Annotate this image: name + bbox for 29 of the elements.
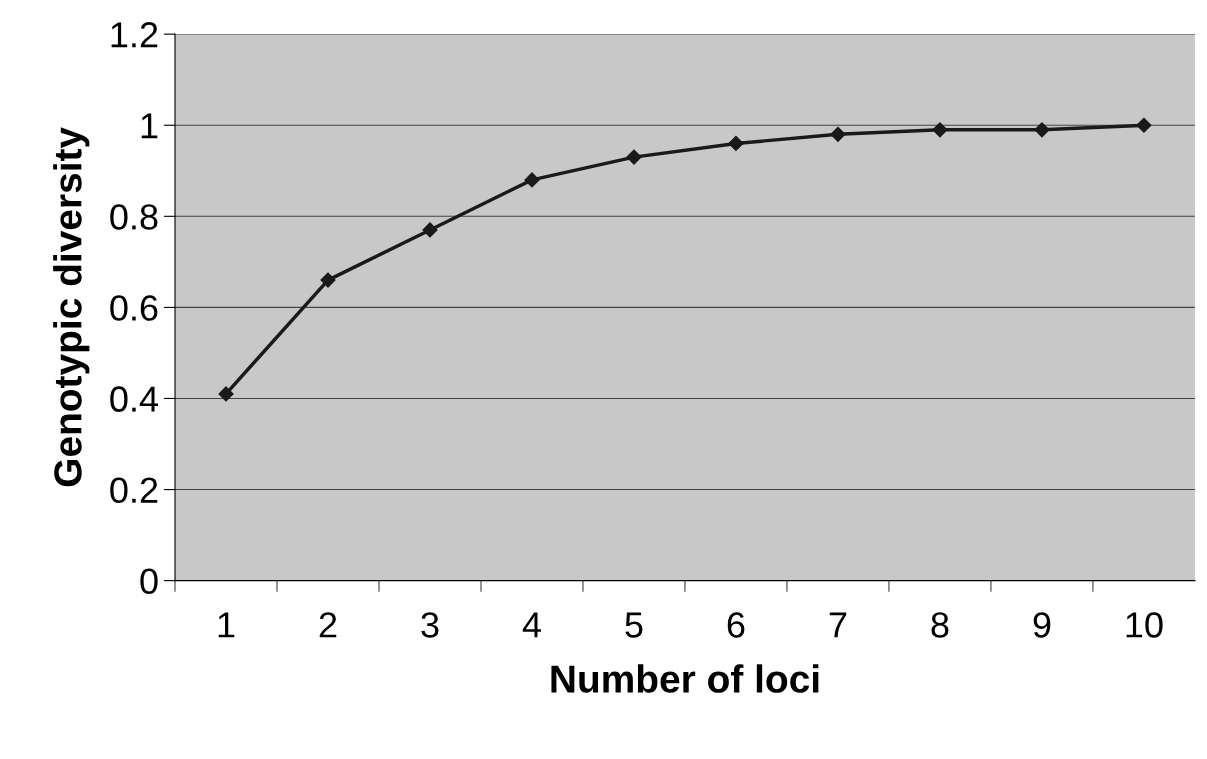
point xyxy=(728,135,744,152)
y-tick-label: 1 xyxy=(141,113,158,139)
y-tick-label: 0.4 xyxy=(110,386,158,412)
x-tick-label: 1 xyxy=(218,612,235,638)
x-tick-label: 7 xyxy=(829,612,847,638)
point xyxy=(218,386,234,402)
x-tick-label: 4 xyxy=(522,612,541,638)
x-tick-label: 9 xyxy=(1033,612,1051,638)
x-tick-label: 2 xyxy=(319,612,337,638)
y-axis-title: Genotypic diversity xyxy=(53,127,90,487)
x-tick-label: 10 xyxy=(1126,612,1163,638)
point xyxy=(1034,122,1050,138)
y-tick-label: 0 xyxy=(140,568,158,595)
y-tick-label: 1.2 xyxy=(111,22,158,48)
point xyxy=(320,272,336,288)
point xyxy=(422,222,438,238)
point xyxy=(524,172,540,188)
point xyxy=(626,149,642,165)
y-tick-label: 0.2 xyxy=(110,477,158,503)
point xyxy=(1136,117,1152,133)
x-axis-title: Number of loci xyxy=(551,664,819,693)
point xyxy=(830,126,846,142)
x-tick-label: 8 xyxy=(931,612,949,638)
y-tick-label: 0.8 xyxy=(110,204,158,230)
x-tick-label: 3 xyxy=(421,612,439,638)
y-tick-label: 0.6 xyxy=(110,295,158,321)
point xyxy=(932,122,948,138)
x-tick-label: 5 xyxy=(625,612,643,638)
x-tick-label: 6 xyxy=(727,612,745,638)
